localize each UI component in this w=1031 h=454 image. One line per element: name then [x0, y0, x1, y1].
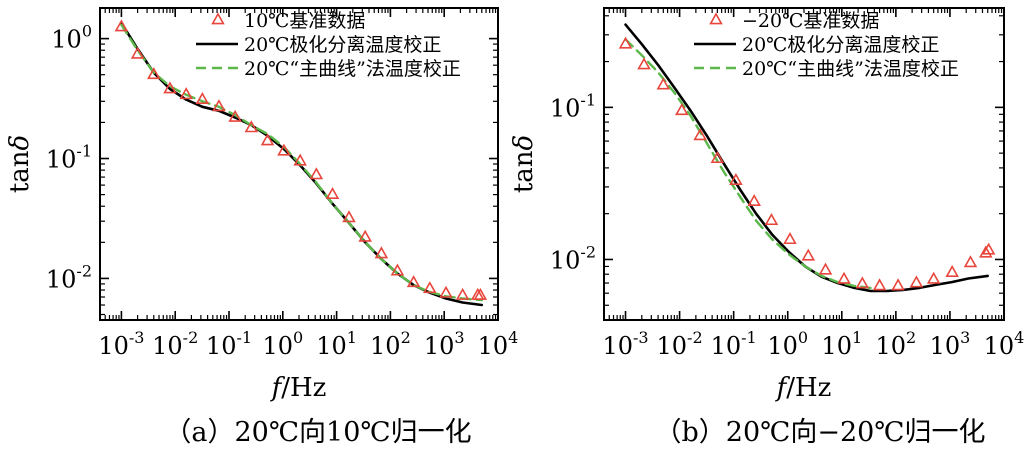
- data-point: [729, 172, 743, 185]
- legend-label: −20℃基准数据: [742, 10, 879, 32]
- data-point: [978, 245, 993, 258]
- legend-label: 20℃极化分离温度校正: [742, 34, 939, 56]
- x-tick-label: 104: [984, 328, 1025, 360]
- x-tick-label: 10-1: [711, 328, 757, 360]
- x-tick-label: 103: [424, 328, 465, 360]
- data-point: [244, 120, 259, 133]
- legend-label: 10℃基准数据: [244, 10, 365, 32]
- data-point: [325, 186, 340, 200]
- legend-item: 20℃极化分离温度校正: [694, 34, 939, 56]
- legend-marker-triangle: [211, 12, 225, 25]
- x-tick-label: 100: [262, 328, 303, 360]
- x-tick-label: 102: [875, 328, 916, 360]
- data-point: [130, 46, 145, 59]
- data-point: [872, 278, 887, 291]
- data-point: [764, 213, 779, 226]
- data-point: [147, 67, 161, 80]
- data-point: [293, 153, 307, 166]
- data-point: [675, 103, 689, 116]
- x-tick-label: 100: [767, 328, 808, 360]
- series-reference-points: [618, 36, 996, 291]
- x-tick-label: 102: [370, 328, 411, 360]
- data-point: [114, 19, 129, 32]
- data-point: [783, 232, 797, 245]
- x-axis-label: f/Hz: [775, 373, 832, 403]
- x-tick-label: 10-2: [657, 328, 703, 360]
- data-point: [656, 77, 671, 90]
- data-point: [818, 262, 833, 275]
- x-tick-label: 10-2: [152, 328, 198, 360]
- y-tick-label: 10-1: [550, 90, 596, 122]
- series-reference-points: [114, 19, 488, 300]
- legend-item: 20℃“主曲线”法温度校正: [694, 58, 959, 80]
- x-tick-label: 103: [930, 328, 971, 360]
- x-tick-label: 10-3: [602, 328, 648, 360]
- data-point: [618, 36, 633, 49]
- data-point: [455, 287, 470, 300]
- panel-caption: （a）20℃向10℃归一化: [164, 417, 471, 448]
- chart-panel-a: 10-3 10-2 10-1 100 101 102 103 10410-210-1100f/…: [5, 7, 519, 448]
- data-point: [195, 91, 210, 104]
- legend-item: −20℃基准数据: [709, 10, 879, 32]
- data-point: [342, 210, 356, 223]
- legend-item: 20℃“主曲线”法温度校正: [196, 58, 461, 80]
- y-axis-label: tanδ: [509, 135, 539, 193]
- data-point: [406, 275, 421, 288]
- x-axis-label: f/Hz: [270, 373, 327, 403]
- data-point: [926, 271, 941, 284]
- x-tick-label: 101: [821, 328, 862, 360]
- legend-item: 20℃极化分离温度校正: [196, 34, 441, 56]
- plot-area: [618, 23, 996, 293]
- data-point: [801, 248, 816, 261]
- data-point: [439, 285, 453, 298]
- y-tick-label: 10-1: [46, 142, 92, 174]
- series-master-curve-line: [624, 38, 872, 290]
- y-tick-label: 10-2: [550, 242, 596, 274]
- plot-area: [114, 19, 488, 307]
- x-tick-label: 104: [478, 328, 519, 360]
- data-point: [423, 281, 437, 294]
- data-point: [710, 151, 725, 164]
- data-point: [855, 276, 870, 289]
- data-point: [747, 194, 761, 207]
- data-point: [891, 278, 905, 291]
- data-point: [390, 263, 405, 276]
- y-axis-label: tanδ: [5, 135, 35, 193]
- data-point: [693, 128, 707, 141]
- x-tick-label: 10-1: [206, 328, 252, 360]
- data-point: [981, 242, 996, 255]
- data-point: [473, 287, 488, 300]
- data-point: [909, 275, 924, 288]
- legend-label: 20℃“主曲线”法温度校正: [742, 58, 959, 80]
- data-point: [637, 57, 651, 70]
- data-point: [358, 229, 372, 242]
- data-point: [228, 109, 242, 122]
- data-point: [963, 255, 978, 268]
- data-point: [945, 264, 959, 277]
- legend-label: 20℃极化分离温度校正: [244, 34, 441, 56]
- data-point: [277, 143, 291, 156]
- data-point: [179, 87, 193, 100]
- legend-label: 20℃“主曲线”法温度校正: [244, 58, 461, 80]
- chart-panel-b: 10-3 10-2 10-1 100 101 102 103 10410-210-1f/Hzt…: [509, 7, 1025, 448]
- y-tick-label: 100: [51, 22, 92, 54]
- data-point: [212, 99, 226, 112]
- data-point: [260, 133, 275, 146]
- x-tick-label: 101: [316, 328, 357, 360]
- data-point: [309, 167, 324, 180]
- legend-marker-triangle: [709, 12, 723, 25]
- legend-item: 10℃基准数据: [211, 10, 365, 32]
- panel-caption: （b）20℃向−20℃归一化: [654, 417, 985, 448]
- x-tick-label: 10-3: [98, 328, 144, 360]
- data-point: [163, 81, 177, 94]
- data-point: [374, 246, 389, 259]
- y-tick-label: 10-2: [46, 261, 92, 293]
- data-point: [837, 271, 851, 284]
